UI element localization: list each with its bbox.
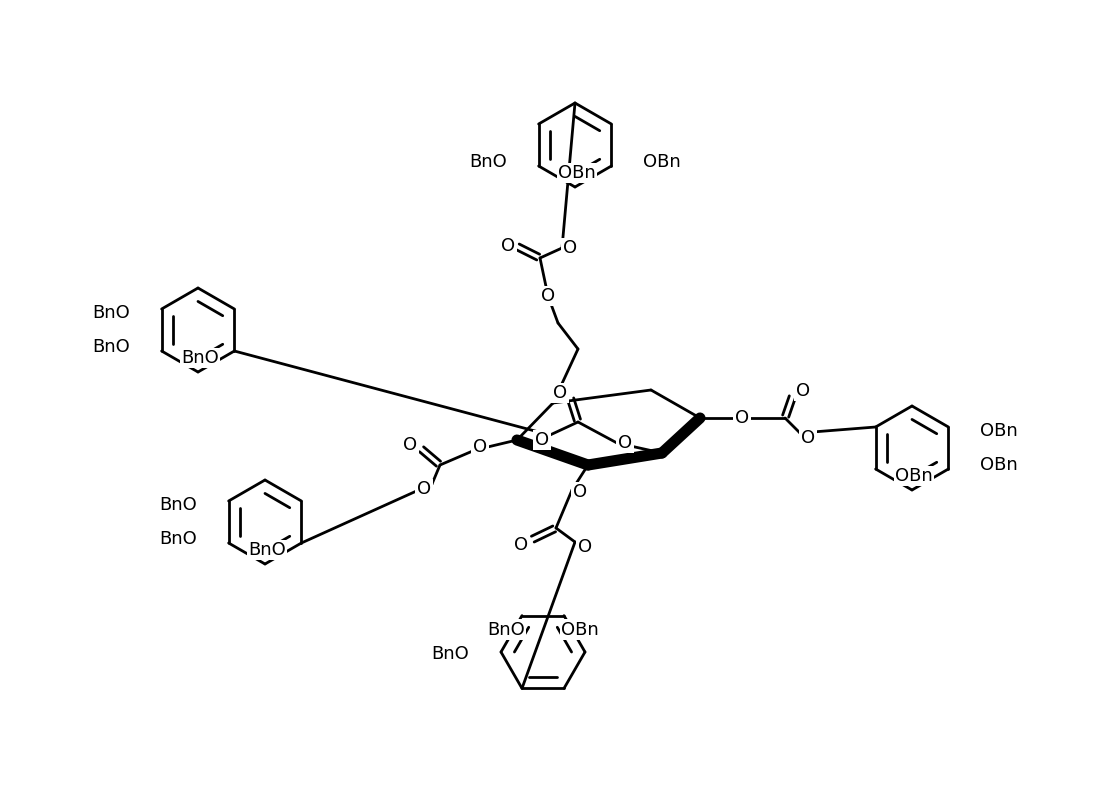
Text: O: O (796, 382, 810, 400)
Text: O: O (473, 438, 487, 456)
Text: BnO: BnO (248, 541, 286, 559)
Text: OBn: OBn (558, 164, 596, 182)
Text: OBn: OBn (980, 456, 1018, 474)
Text: O: O (417, 480, 431, 498)
Text: BnO: BnO (469, 153, 507, 171)
Text: O: O (618, 434, 632, 452)
Text: BnO: BnO (92, 338, 130, 356)
Text: O: O (553, 384, 567, 402)
Text: BnO: BnO (487, 621, 525, 638)
Text: O: O (403, 436, 417, 454)
Text: BnO: BnO (431, 645, 469, 663)
Text: O: O (541, 287, 555, 305)
Text: BnO: BnO (181, 349, 219, 367)
Text: OBn: OBn (643, 153, 681, 171)
Text: OBn: OBn (980, 422, 1018, 440)
Text: OBn: OBn (895, 467, 933, 485)
Text: O: O (514, 536, 528, 554)
Text: O: O (563, 239, 577, 257)
Text: O: O (573, 483, 587, 501)
Text: O: O (578, 538, 592, 556)
Text: BnO: BnO (159, 530, 197, 548)
Text: O: O (501, 237, 515, 255)
Text: O: O (535, 431, 550, 449)
Text: BnO: BnO (92, 304, 130, 322)
Text: BnO: BnO (159, 496, 197, 514)
Text: O: O (735, 409, 750, 427)
Text: O: O (801, 429, 815, 447)
Text: OBn: OBn (562, 621, 599, 638)
